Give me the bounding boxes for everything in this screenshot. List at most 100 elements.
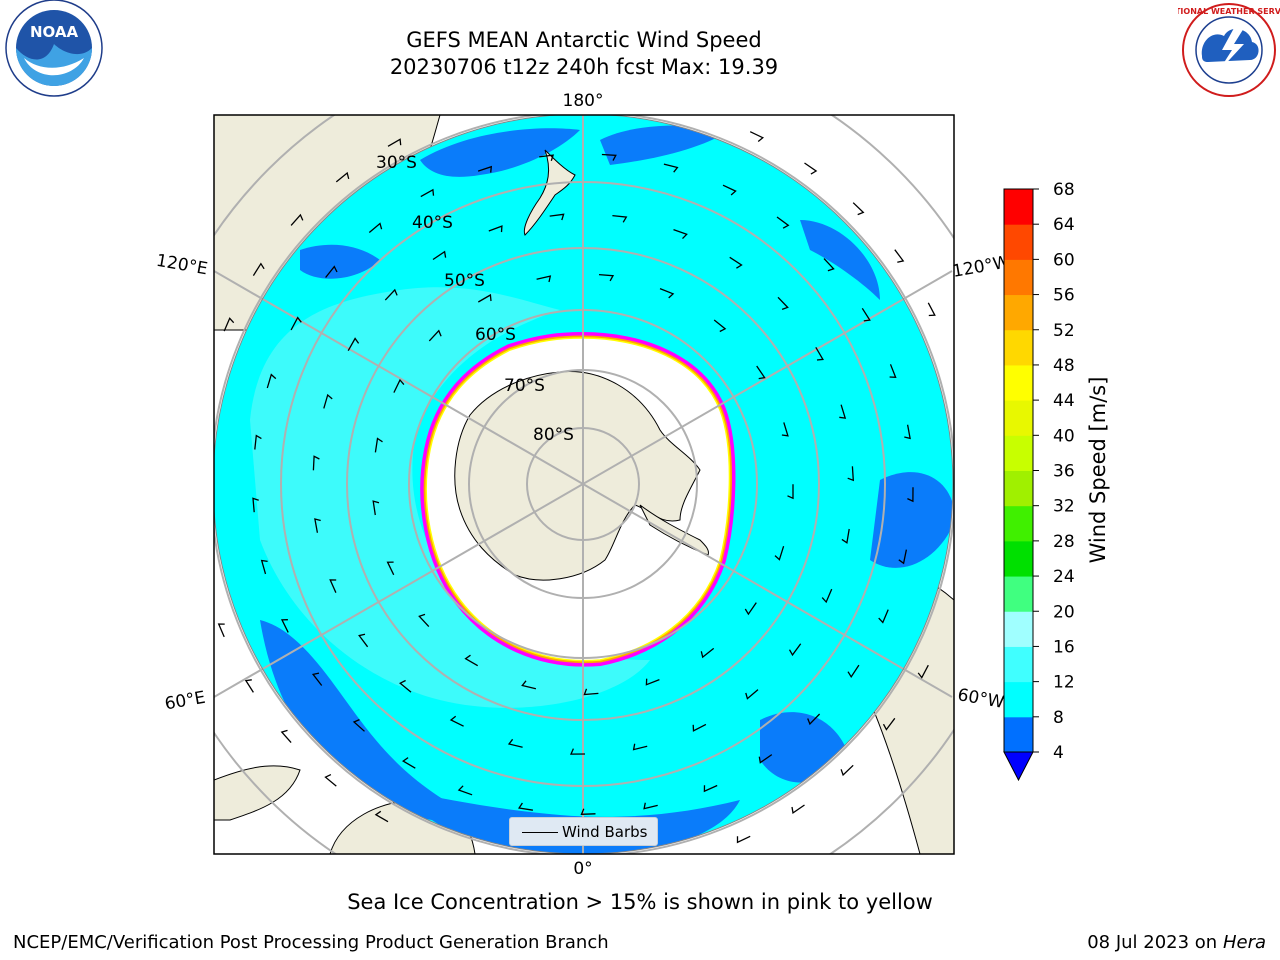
wind-barb bbox=[898, 549, 908, 565]
colorbar-tick-label: 28 bbox=[1053, 532, 1075, 552]
wind-barb-legend-label: Wind Barbs bbox=[562, 823, 648, 841]
wind-barb bbox=[457, 785, 473, 796]
colorbar-segment bbox=[1004, 646, 1033, 683]
wind-barb bbox=[217, 623, 225, 638]
wind-barb bbox=[372, 500, 380, 516]
wind-barb bbox=[807, 713, 821, 726]
land-new-zealand bbox=[523, 149, 576, 236]
wind-barb bbox=[329, 579, 337, 593]
wind-barb bbox=[549, 213, 565, 221]
colorbar-segment bbox=[1004, 329, 1033, 366]
colorbar-segment bbox=[1004, 294, 1033, 331]
wind-barb bbox=[815, 346, 824, 361]
footer-host: Hera bbox=[1222, 932, 1266, 953]
colorbar-tick-label: 24 bbox=[1053, 567, 1075, 587]
svg-text:NATIONAL WEATHER SERVICE: NATIONAL WEATHER SERVICE bbox=[1178, 7, 1280, 16]
colorbar-tick-label: 4 bbox=[1053, 743, 1064, 763]
wind-barb bbox=[312, 455, 320, 471]
wind-barb bbox=[774, 546, 785, 561]
colorbar-tick-label: 56 bbox=[1053, 286, 1075, 306]
colorbar-under-arrow bbox=[1003, 751, 1034, 782]
wind-barb bbox=[368, 222, 383, 233]
wind-barb bbox=[399, 679, 412, 693]
wind-barb bbox=[927, 302, 936, 317]
lat-label-80s: 80°S bbox=[533, 425, 574, 445]
wind-barb bbox=[432, 250, 447, 261]
land-africa bbox=[214, 765, 301, 821]
wind-barb bbox=[703, 784, 718, 793]
wind-barb bbox=[252, 497, 259, 513]
wind-barb bbox=[477, 293, 492, 303]
noaa-logo: NOAA bbox=[5, 0, 103, 97]
wind-barb bbox=[280, 729, 292, 744]
wind-barb bbox=[290, 316, 302, 331]
footer-credit: NCEP/EMC/Verification Post Processing Pr… bbox=[13, 932, 609, 953]
lat-label-60s: 60°S bbox=[475, 325, 516, 345]
wind-region-low bbox=[800, 220, 880, 300]
svg-text:NOAA: NOAA bbox=[30, 23, 79, 41]
colorbar-segment bbox=[1004, 505, 1033, 542]
lat-label-40s: 40°S bbox=[412, 213, 453, 233]
land-antarctica bbox=[454, 371, 701, 581]
wind-barb bbox=[260, 559, 268, 575]
wind-barb bbox=[402, 757, 416, 769]
wind-barb bbox=[894, 249, 905, 263]
wind-barb bbox=[841, 528, 850, 544]
wind-barb bbox=[583, 688, 599, 696]
wind-barb bbox=[839, 404, 847, 419]
wind-barb bbox=[507, 738, 523, 748]
wind-barb bbox=[861, 307, 871, 322]
wind-barb bbox=[347, 337, 360, 352]
wind-barb bbox=[847, 466, 855, 482]
map-border bbox=[213, 114, 955, 855]
colorbar-tick-label: 60 bbox=[1053, 250, 1075, 270]
graticule bbox=[214, 115, 954, 854]
wind-region-low bbox=[420, 128, 580, 177]
wind-barb bbox=[374, 437, 383, 453]
wind-barb bbox=[539, 154, 555, 161]
wind-barb bbox=[598, 273, 615, 282]
wind-barb bbox=[358, 633, 369, 648]
wind-barb bbox=[736, 835, 751, 844]
wind-barb bbox=[758, 754, 773, 764]
colorbar-tick-label: 16 bbox=[1053, 637, 1075, 657]
colorbar-segment bbox=[1004, 400, 1033, 436]
wind-barb bbox=[804, 162, 818, 175]
chart-subtitle: 20230706 t12z 240h fcst Max: 19.39 bbox=[389, 55, 779, 79]
wind-barb bbox=[384, 288, 398, 301]
colorbar-segment bbox=[1004, 540, 1033, 577]
wind-barb bbox=[776, 216, 790, 229]
colorbar-tick-label: 36 bbox=[1053, 462, 1075, 482]
lat-label-70s: 70°S bbox=[504, 376, 545, 396]
colorbar-segment bbox=[1004, 189, 1033, 225]
wind-barb bbox=[821, 588, 833, 604]
wind-region-low bbox=[300, 244, 380, 279]
colorbar-segment bbox=[1004, 259, 1033, 296]
wind-barb bbox=[700, 647, 715, 659]
wind-barb bbox=[840, 764, 854, 777]
wind-barb bbox=[314, 518, 321, 533]
wind-barb bbox=[464, 654, 479, 667]
wind-barb bbox=[722, 184, 737, 196]
lon-label-60e: 60°E bbox=[163, 688, 207, 715]
wind-barb bbox=[428, 329, 442, 342]
colorbar-segment bbox=[1004, 576, 1033, 612]
wind-barb bbox=[521, 680, 537, 690]
wind-barb bbox=[645, 678, 660, 686]
wind-barb bbox=[749, 131, 765, 143]
lon-label-0: 0° bbox=[573, 859, 592, 879]
wind-barb bbox=[904, 424, 911, 440]
colorbar-segment bbox=[1004, 435, 1033, 471]
wind-barb bbox=[488, 225, 503, 233]
wind-barb bbox=[420, 188, 435, 198]
wind-barb bbox=[632, 743, 648, 751]
wind-barb bbox=[324, 774, 337, 787]
wind-region-low bbox=[260, 620, 480, 822]
wind-barbs bbox=[217, 131, 936, 844]
wind-barb bbox=[280, 619, 289, 633]
land-antarctic-peninsula bbox=[639, 504, 709, 556]
nws-logo: NATIONAL WEATHER SERVICE bbox=[1178, 3, 1280, 97]
wind-barb bbox=[536, 275, 552, 283]
colorbar-tick-label: 48 bbox=[1053, 356, 1075, 376]
